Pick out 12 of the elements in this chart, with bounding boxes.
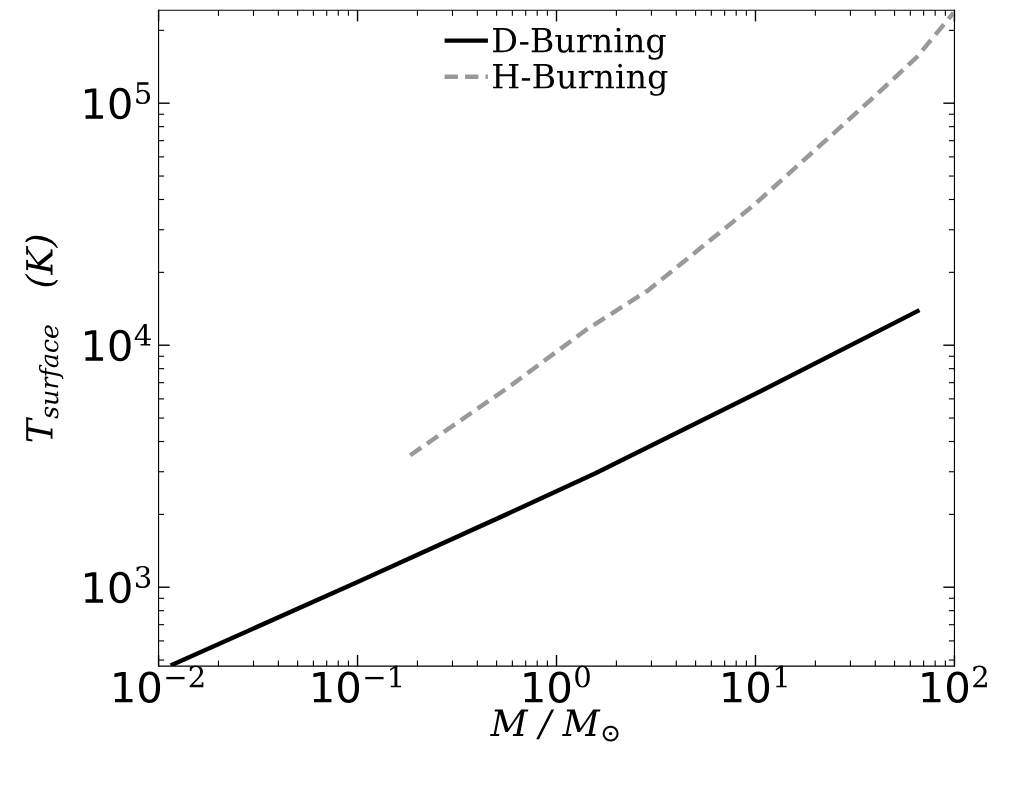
y-tick-label: 10$^{3}$ — [84, 565, 151, 604]
y-tick-label: 10$^{4}$ — [84, 323, 151, 362]
x-axis-title: M / M$_{⊙}$ — [490, 709, 619, 742]
x-tick-label: 10$^{−2}$ — [114, 665, 204, 703]
legend-label: D-Burning — [493, 27, 666, 60]
x-tick-label: 10$^{1}$ — [723, 665, 787, 703]
y-tick-label: 10$^{5}$ — [84, 82, 151, 120]
legend-label: H-Burning — [493, 63, 668, 96]
x-tick-label: 10$^{0}$ — [524, 665, 590, 703]
x-tick-label: 10$^{−1}$ — [313, 665, 402, 703]
text: T$_{surface}$ (K) — [25, 235, 64, 442]
x-tick-label: 10$^{2}$ — [922, 665, 987, 703]
